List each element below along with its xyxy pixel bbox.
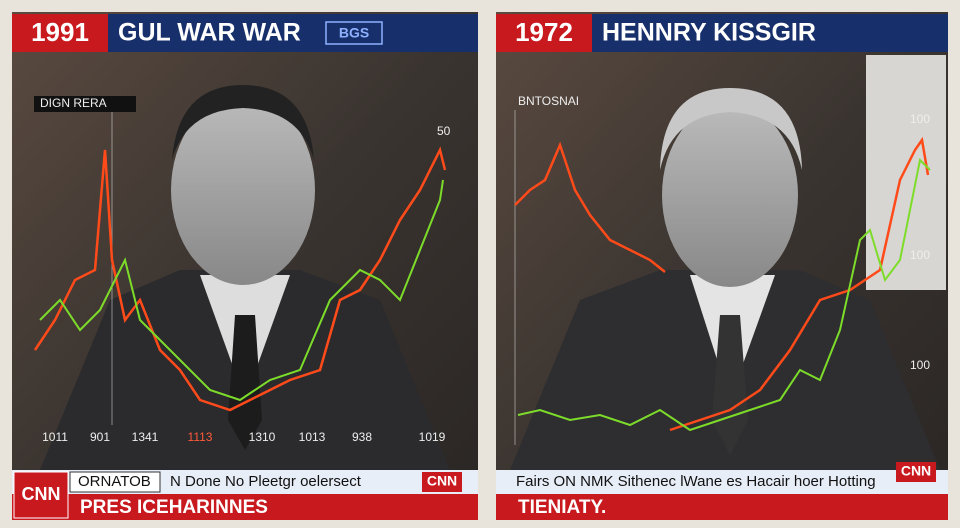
- axis-label: 1341: [132, 430, 159, 444]
- chart-line: [517, 157, 931, 432]
- axis-label: 1013: [299, 430, 326, 444]
- logo-box: [896, 462, 936, 482]
- lower-title: TIENIATY.: [518, 497, 606, 518]
- year: 1972: [515, 17, 573, 47]
- lower-third: [12, 494, 478, 520]
- axis-label: 100: [910, 112, 930, 126]
- wall-frame: [866, 55, 946, 290]
- left-panel: DIGN RERA 50 1011 901 1341 1113 1310 1013 938 1…: [12, 12, 478, 520]
- logo: CNN: [22, 484, 61, 504]
- chart-value-label: 50: [437, 124, 451, 138]
- axis-label: 100: [910, 248, 930, 262]
- chart-line: [669, 136, 930, 432]
- face: [171, 95, 315, 285]
- ticker-tag: ORNATOB: [78, 473, 151, 490]
- face: [662, 103, 798, 287]
- ticker-tag-box: [69, 471, 161, 493]
- year-box: [496, 14, 592, 52]
- headline: GUL WAR WAR: [118, 19, 301, 47]
- chart-label: BNTOSNAI: [518, 94, 579, 108]
- logo-box: [422, 472, 462, 492]
- logo: CNN: [427, 473, 457, 489]
- headline: HENNRY KISSGIR: [602, 19, 816, 47]
- logo: CNN: [901, 463, 931, 479]
- year-box: [12, 14, 108, 52]
- badge: BGS: [339, 25, 369, 41]
- headline-bar: [108, 14, 478, 52]
- axis-label: 938: [352, 430, 372, 444]
- hair: [660, 88, 802, 170]
- logo-box: [13, 471, 69, 519]
- axis-label: 1310: [249, 430, 276, 444]
- axis-label: 901: [90, 430, 110, 444]
- axis-label: 1019: [419, 430, 446, 444]
- chart-label-box: [34, 96, 136, 112]
- ticker-bar: [496, 470, 948, 494]
- axis-label: 100: [910, 358, 930, 372]
- hair: [172, 85, 314, 160]
- ticker-text: Fairs ON NMK Sithenec lWane es Hacair ho…: [516, 473, 876, 490]
- axis-label: 1113: [188, 430, 213, 444]
- headline-bar: [592, 14, 948, 52]
- chart-line: [514, 141, 666, 273]
- lower-third: [496, 494, 948, 520]
- chart-line: [39, 179, 444, 402]
- year: 1991: [31, 17, 89, 47]
- axis-label: 1011: [42, 430, 68, 444]
- ticker-text: N Done No Pleetgr oelersect: [170, 473, 362, 490]
- badge-box: [325, 21, 383, 45]
- chart-label: DIGN RERA: [40, 96, 107, 110]
- right-panel: BNTOSNAI 100 100 100 1972 HENNRY KISSGIR F…: [496, 12, 948, 520]
- lower-title: PRES ICEHARINNES: [80, 497, 268, 518]
- tie: [228, 315, 262, 450]
- chart-line: [33, 146, 447, 412]
